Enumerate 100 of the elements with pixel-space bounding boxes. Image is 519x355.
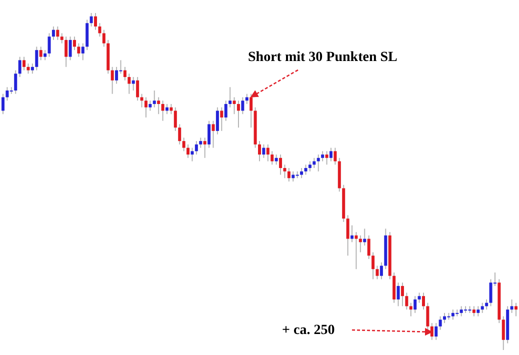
candlestick <box>102 29 106 48</box>
candlestick <box>274 154 278 166</box>
candlestick <box>161 100 164 122</box>
candlestick <box>279 154 282 176</box>
candlestick <box>123 66 126 81</box>
candlestick <box>430 322 434 340</box>
candlestick <box>363 228 366 246</box>
candlestick <box>170 103 173 115</box>
candlestick <box>14 70 18 94</box>
candlestick <box>354 232 358 270</box>
candlestick <box>174 106 177 132</box>
candlestick <box>400 282 404 307</box>
candlestick <box>18 56 22 78</box>
candlestick <box>316 154 320 172</box>
candlestick <box>283 164 286 179</box>
candlestick <box>90 12 93 27</box>
candlestick <box>287 168 290 182</box>
candlestick <box>292 170 295 182</box>
candlestick <box>485 298 488 310</box>
candlestick <box>236 100 240 128</box>
candlestick <box>241 96 244 115</box>
candlestick <box>30 63 34 74</box>
candlestick <box>182 137 186 152</box>
candlestick <box>232 96 236 115</box>
candlestick <box>358 234 362 253</box>
candlestick <box>77 42 80 58</box>
candlestick <box>489 278 492 307</box>
candlestick <box>48 32 51 58</box>
candlestick <box>266 144 270 162</box>
candlestick <box>451 309 454 320</box>
candlestick <box>56 26 60 40</box>
candlestick <box>422 292 425 310</box>
candlestick <box>98 22 102 38</box>
candlestick <box>372 252 375 280</box>
candlestick <box>72 36 76 51</box>
candlestick <box>144 96 148 118</box>
candlestick <box>64 36 68 68</box>
candlestick <box>190 147 194 162</box>
candlestick <box>438 316 442 330</box>
candlestick <box>60 32 64 44</box>
candlestick <box>321 150 324 162</box>
candlestick <box>81 42 84 61</box>
candlestick <box>376 265 379 280</box>
candlestick <box>510 298 514 314</box>
candlestick <box>262 144 266 158</box>
candlestick <box>245 93 248 104</box>
candlestick <box>380 262 383 280</box>
candlestick <box>405 292 408 310</box>
candlestick <box>148 100 152 112</box>
annotation: Short mit 30 Punkten SL <box>248 50 398 65</box>
candlestick <box>392 272 396 304</box>
candlestick <box>300 168 304 179</box>
candlestick <box>136 76 140 102</box>
candlestick <box>110 66 114 94</box>
annotation: + ca. 250 <box>282 323 335 338</box>
candlestick <box>476 306 480 317</box>
candlestick <box>426 302 430 330</box>
candlestick <box>472 306 476 317</box>
candlestick <box>224 100 228 122</box>
candlestick <box>304 164 308 176</box>
candlestick <box>35 46 38 71</box>
candlestick <box>514 302 518 317</box>
candlestick <box>140 93 144 108</box>
candlestick <box>39 46 42 61</box>
candlestick <box>6 86 9 102</box>
candlestick <box>203 137 206 158</box>
candlestick <box>270 150 274 166</box>
candlestick <box>68 36 72 61</box>
candlestick <box>329 147 332 162</box>
candlestick <box>115 66 118 84</box>
candlestick <box>220 106 224 132</box>
candlestick <box>199 137 202 148</box>
candlestick <box>414 296 417 314</box>
candlestick <box>350 224 354 243</box>
candlestick <box>250 93 253 128</box>
candlestick <box>228 86 232 108</box>
candlestick <box>216 106 219 135</box>
candlestick <box>194 140 198 156</box>
candlestick <box>178 124 182 145</box>
candlestick <box>86 19 89 51</box>
candlestick <box>443 312 446 324</box>
candlestick <box>480 302 484 314</box>
candlestick <box>367 234 370 260</box>
candlestick <box>502 316 505 350</box>
candlestick <box>334 147 337 166</box>
candlestick <box>325 150 328 166</box>
candlestick <box>308 160 312 172</box>
candlestick <box>2 93 4 115</box>
candlestick <box>128 73 131 94</box>
candlestick <box>152 90 156 108</box>
candlestick <box>186 144 190 158</box>
candlestick <box>258 140 261 162</box>
candlestick <box>208 120 211 148</box>
candlestick <box>157 96 160 115</box>
candlestick <box>396 282 400 307</box>
candlestick <box>212 120 215 148</box>
candlestick <box>22 56 26 71</box>
candlestick <box>44 50 47 61</box>
candlestick <box>346 214 350 256</box>
candlestick <box>409 302 412 317</box>
